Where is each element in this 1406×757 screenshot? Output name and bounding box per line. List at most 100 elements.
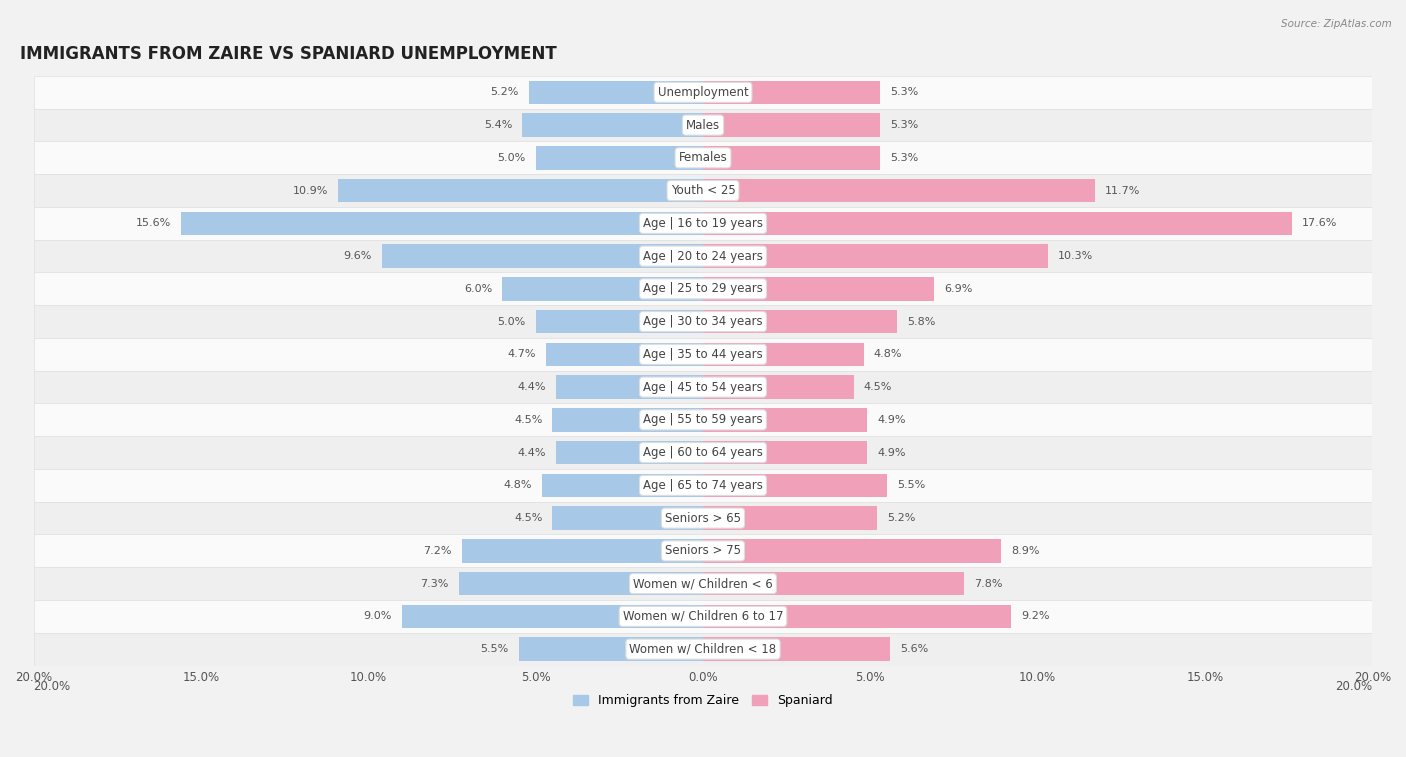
Text: 9.0%: 9.0%	[363, 612, 392, 621]
FancyBboxPatch shape	[34, 436, 1372, 469]
Text: Seniors > 65: Seniors > 65	[665, 512, 741, 525]
FancyBboxPatch shape	[34, 109, 1372, 142]
Bar	[502, 277, 703, 301]
Text: 5.5%: 5.5%	[481, 644, 509, 654]
Bar	[553, 506, 703, 530]
Bar	[381, 245, 703, 268]
Text: Age | 20 to 24 years: Age | 20 to 24 years	[643, 250, 763, 263]
FancyBboxPatch shape	[34, 305, 1372, 338]
Text: 4.9%: 4.9%	[877, 415, 905, 425]
Text: Age | 60 to 64 years: Age | 60 to 64 years	[643, 446, 763, 459]
Text: Age | 45 to 54 years: Age | 45 to 54 years	[643, 381, 763, 394]
Text: 5.5%: 5.5%	[897, 481, 925, 491]
Bar	[553, 408, 703, 431]
Text: 20.0%: 20.0%	[34, 681, 70, 693]
FancyBboxPatch shape	[34, 174, 1372, 207]
FancyBboxPatch shape	[34, 600, 1372, 633]
Text: Age | 35 to 44 years: Age | 35 to 44 years	[643, 348, 763, 361]
Bar	[703, 539, 1001, 562]
Bar	[703, 179, 1095, 202]
Bar	[703, 441, 868, 464]
Text: 5.3%: 5.3%	[890, 87, 918, 98]
FancyBboxPatch shape	[34, 207, 1372, 240]
FancyBboxPatch shape	[34, 273, 1372, 305]
Text: Age | 25 to 29 years: Age | 25 to 29 years	[643, 282, 763, 295]
FancyBboxPatch shape	[34, 469, 1372, 502]
Text: 9.2%: 9.2%	[1021, 612, 1049, 621]
Text: 4.8%: 4.8%	[873, 349, 903, 360]
Bar	[529, 80, 703, 104]
Text: 4.5%: 4.5%	[515, 513, 543, 523]
Bar	[543, 474, 703, 497]
Bar	[555, 441, 703, 464]
Bar	[703, 80, 880, 104]
Text: 20.0%: 20.0%	[1336, 681, 1372, 693]
FancyBboxPatch shape	[34, 502, 1372, 534]
Text: 11.7%: 11.7%	[1105, 185, 1140, 195]
Bar	[463, 539, 703, 562]
Bar	[703, 343, 863, 366]
Text: 4.5%: 4.5%	[863, 382, 891, 392]
Text: Males: Males	[686, 119, 720, 132]
Text: Age | 16 to 19 years: Age | 16 to 19 years	[643, 217, 763, 230]
Bar	[536, 310, 703, 333]
Bar	[703, 277, 934, 301]
FancyBboxPatch shape	[34, 403, 1372, 436]
Text: 5.3%: 5.3%	[890, 120, 918, 130]
Text: Age | 30 to 34 years: Age | 30 to 34 years	[643, 315, 763, 328]
Text: 9.6%: 9.6%	[343, 251, 371, 261]
Text: Women w/ Children 6 to 17: Women w/ Children 6 to 17	[623, 610, 783, 623]
Bar	[703, 310, 897, 333]
Text: Age | 65 to 74 years: Age | 65 to 74 years	[643, 479, 763, 492]
FancyBboxPatch shape	[34, 534, 1372, 567]
Bar	[703, 146, 880, 170]
Text: 17.6%: 17.6%	[1302, 218, 1337, 229]
Bar	[703, 605, 1011, 628]
Text: 15.6%: 15.6%	[135, 218, 170, 229]
Text: Youth < 25: Youth < 25	[671, 184, 735, 197]
FancyBboxPatch shape	[34, 240, 1372, 273]
Text: 6.0%: 6.0%	[464, 284, 492, 294]
Text: Age | 55 to 59 years: Age | 55 to 59 years	[643, 413, 763, 426]
Text: 5.0%: 5.0%	[498, 153, 526, 163]
Text: Females: Females	[679, 151, 727, 164]
Text: 5.4%: 5.4%	[484, 120, 512, 130]
Text: 7.8%: 7.8%	[974, 578, 1002, 589]
Text: 7.2%: 7.2%	[423, 546, 451, 556]
Bar	[555, 375, 703, 399]
Bar	[703, 506, 877, 530]
FancyBboxPatch shape	[34, 338, 1372, 371]
FancyBboxPatch shape	[34, 371, 1372, 403]
Text: Women w/ Children < 18: Women w/ Children < 18	[630, 643, 776, 656]
Text: 6.9%: 6.9%	[943, 284, 973, 294]
Text: 4.9%: 4.9%	[877, 447, 905, 458]
Text: 5.0%: 5.0%	[498, 316, 526, 326]
Bar	[536, 146, 703, 170]
Bar	[339, 179, 703, 202]
Bar	[703, 375, 853, 399]
Bar	[703, 408, 868, 431]
Bar	[546, 343, 703, 366]
Bar	[703, 474, 887, 497]
Text: 7.3%: 7.3%	[420, 578, 449, 589]
Text: 5.8%: 5.8%	[907, 316, 935, 326]
Text: IMMIGRANTS FROM ZAIRE VS SPANIARD UNEMPLOYMENT: IMMIGRANTS FROM ZAIRE VS SPANIARD UNEMPL…	[20, 45, 557, 64]
Text: 4.8%: 4.8%	[503, 481, 533, 491]
Text: 4.7%: 4.7%	[508, 349, 536, 360]
Text: Unemployment: Unemployment	[658, 86, 748, 99]
Legend: Immigrants from Zaire, Spaniard: Immigrants from Zaire, Spaniard	[568, 690, 838, 712]
FancyBboxPatch shape	[34, 142, 1372, 174]
Text: Seniors > 75: Seniors > 75	[665, 544, 741, 557]
Text: 4.5%: 4.5%	[515, 415, 543, 425]
Text: 8.9%: 8.9%	[1011, 546, 1039, 556]
Bar	[703, 211, 1292, 235]
Text: Women w/ Children < 6: Women w/ Children < 6	[633, 577, 773, 590]
Text: 10.9%: 10.9%	[292, 185, 328, 195]
Bar	[522, 114, 703, 137]
Bar	[703, 572, 965, 596]
Bar	[458, 572, 703, 596]
Bar	[703, 637, 890, 661]
Text: 5.6%: 5.6%	[900, 644, 929, 654]
FancyBboxPatch shape	[34, 633, 1372, 665]
Bar	[519, 637, 703, 661]
